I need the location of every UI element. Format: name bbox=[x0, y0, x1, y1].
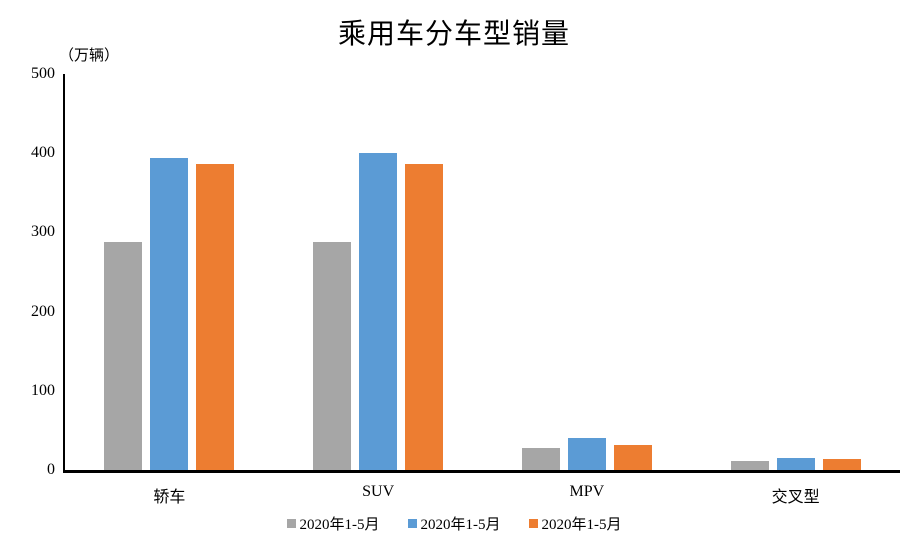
bar-series1-SUV bbox=[313, 241, 352, 470]
bar-series3-交叉型 bbox=[822, 458, 861, 470]
bar-series3-SUV bbox=[405, 163, 444, 470]
bar-series1-轿车 bbox=[104, 241, 143, 470]
bar-series2-SUV bbox=[359, 153, 398, 470]
y-axis-tick-label: 300 bbox=[31, 223, 55, 241]
x-axis-category-label: MPV bbox=[569, 483, 605, 500]
plot-area: （万辆） 0 100 200 300 400 500 轿车 SUV MPV 交叉型 bbox=[31, 48, 900, 506]
bar-series3-MPV bbox=[613, 445, 652, 470]
y-axis-unit-label: （万辆） bbox=[59, 48, 120, 64]
x-axis-category-label: 交叉型 bbox=[771, 489, 820, 506]
x-axis-category-label: 轿车 bbox=[153, 489, 186, 506]
bar-series3-轿车 bbox=[196, 163, 235, 470]
legend-swatch-icon bbox=[286, 519, 296, 528]
legend-item-2: 2020年1-5月 bbox=[407, 513, 501, 534]
chart-title: 乘用车分车型销量 bbox=[337, 19, 570, 50]
y-axis-tick-label: 500 bbox=[31, 65, 55, 82]
legend-label: 2020年1-5月 bbox=[420, 517, 501, 533]
bar-series2-交叉型 bbox=[776, 458, 815, 470]
legend-label: 2020年1-5月 bbox=[541, 517, 622, 533]
y-axis-tick-label: 400 bbox=[31, 144, 55, 162]
y-axis-tick-label: 100 bbox=[31, 381, 55, 399]
chart-legend: 2020年1-5月 2020年1-5月 2020年1-5月 bbox=[0, 513, 908, 534]
bar-series1-交叉型 bbox=[730, 460, 769, 470]
bar-series2-MPV bbox=[567, 438, 606, 470]
x-axis-category-label: SUV bbox=[362, 483, 395, 500]
bar-series2-轿车 bbox=[150, 157, 189, 470]
legend-label: 2020年1-5月 bbox=[299, 517, 380, 533]
legend-item-1: 2020年1-5月 bbox=[286, 513, 380, 534]
y-axis-tick-label: 200 bbox=[31, 302, 55, 320]
legend-swatch-icon bbox=[407, 519, 417, 528]
bar-series1-MPV bbox=[521, 447, 560, 470]
y-axis-tick-label: 0 bbox=[47, 461, 55, 478]
legend-item-3: 2020年1-5月 bbox=[528, 513, 622, 534]
legend-swatch-icon bbox=[528, 519, 538, 528]
